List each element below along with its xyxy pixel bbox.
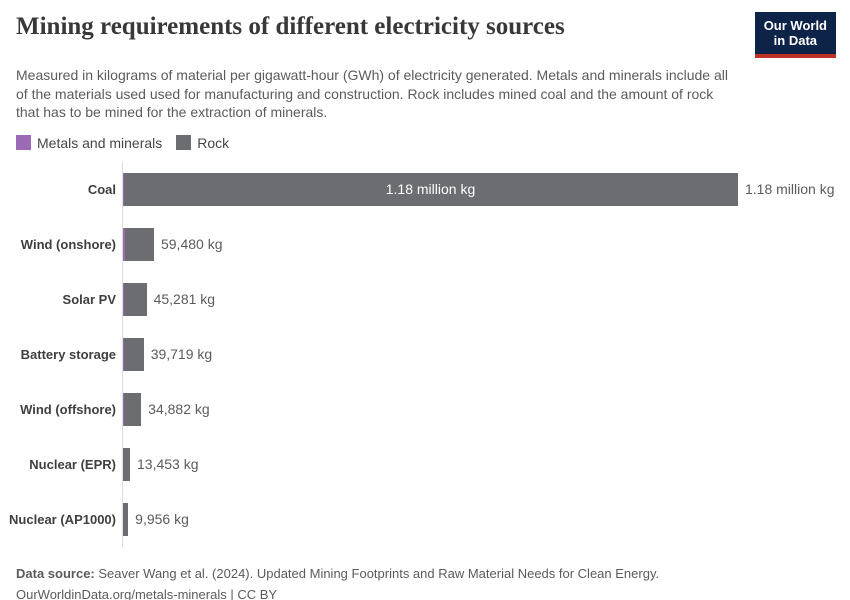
owid-logo: Our World in Data: [754, 12, 836, 58]
bar-value-label: 9,956 kg: [135, 511, 189, 527]
bar: [123, 447, 130, 481]
category-label: Coal: [87, 181, 116, 197]
bar-metals-segment: [123, 282, 124, 316]
bar: [123, 502, 129, 536]
bar-area: 59,480 kg: [122, 216, 850, 272]
bar-rock-segment: [123, 172, 738, 206]
bar: [123, 392, 142, 426]
bar-rock-segment: [123, 337, 144, 371]
bar-rock-segment: [123, 447, 130, 481]
bar-area: 1.18 million kg 1.18 million kg: [122, 161, 850, 217]
bar-value-label: 45,281 kg: [153, 291, 216, 307]
category-label: Battery storage: [20, 346, 116, 362]
bar-value-label: 13,453 kg: [137, 456, 199, 472]
owid-logo-line2: in Data: [773, 33, 818, 48]
data-source-text: Seaver Wang et al. (2024). Updated Minin…: [94, 565, 660, 581]
bar-row-wind-onshore: Wind (onshore) 59,480 kg: [0, 216, 850, 272]
category-label: Nuclear (EPR): [29, 456, 116, 472]
bar-value-label: 39,719 kg: [150, 346, 213, 362]
license-line: OurWorldinData.org/metals-minerals | CC …: [16, 586, 278, 600]
bar-value-label: 34,882 kg: [148, 401, 210, 417]
category-label: Solar PV: [62, 291, 116, 307]
data-source-line: Data source: Seaver Wang et al. (2024). …: [16, 563, 834, 584]
category-label: Wind (offshore): [20, 401, 116, 417]
legend-item-rock: Rock: [176, 135, 229, 151]
bar-rock-segment: [125, 227, 154, 261]
bar-area: 39,719 kg: [122, 326, 850, 382]
footer: Data source: Seaver Wang et al. (2024). …: [0, 547, 850, 600]
category-label: Nuclear (AP1000): [9, 511, 116, 527]
page-title: Mining requirements of different electri…: [16, 13, 565, 40]
owid-logo-line1: Our World: [763, 18, 827, 33]
header: Mining requirements of different electri…: [0, 0, 850, 58]
bar-metals-segment: [123, 392, 125, 426]
bar-metals-segment: [123, 337, 124, 371]
bar-rock-segment: [124, 392, 142, 426]
bar: [123, 337, 144, 371]
bar-metals-segment: [123, 227, 126, 261]
bar-row-nuclear-ap1000: Nuclear (AP1000) 9,956 kg: [0, 491, 850, 547]
legend-swatch-metals: [16, 135, 31, 150]
bar-value-label: 1.18 million kg: [744, 181, 835, 197]
bar-area: 34,882 kg: [122, 381, 850, 437]
bar-area: 13,453 kg: [122, 436, 850, 492]
data-source-label: Data source:: [16, 565, 95, 581]
bar-row-nuclear-epr: Nuclear (EPR) 13,453 kg: [0, 436, 850, 492]
bar: 1.18 million kg: [123, 172, 738, 206]
bar-metals-segment: [123, 172, 124, 206]
bar-rock-segment: [123, 502, 129, 536]
legend-label-metals: Metals and minerals: [37, 134, 163, 151]
bar-row-coal: Coal 1.18 million kg 1.18 million kg: [0, 161, 850, 217]
legend-label-rock: Rock: [197, 134, 230, 151]
legend: Metals and minerals Rock: [0, 122, 850, 151]
bar: [123, 282, 147, 316]
bar-rock-segment: [123, 282, 147, 316]
bar-chart: Coal 1.18 million kg 1.18 million kg Win…: [0, 161, 850, 547]
bar-area: 45,281 kg: [122, 271, 850, 327]
legend-swatch-rock: [176, 135, 192, 150]
bar-row-wind-offshore: Wind (offshore) 34,882 kg: [0, 381, 850, 437]
bar-area: 9,956 kg: [122, 491, 850, 547]
bar-value-label: 59,480 kg: [160, 236, 223, 252]
legend-item-metals: Metals and minerals: [16, 135, 162, 151]
bar: [123, 227, 154, 261]
bar-row-solar-pv: Solar PV 45,281 kg: [0, 271, 850, 327]
chart-subtitle: Measured in kilograms of material per gi…: [16, 67, 728, 120]
category-label: Wind (onshore): [20, 236, 116, 252]
bar-row-battery-storage: Battery storage 39,719 kg: [0, 326, 850, 382]
